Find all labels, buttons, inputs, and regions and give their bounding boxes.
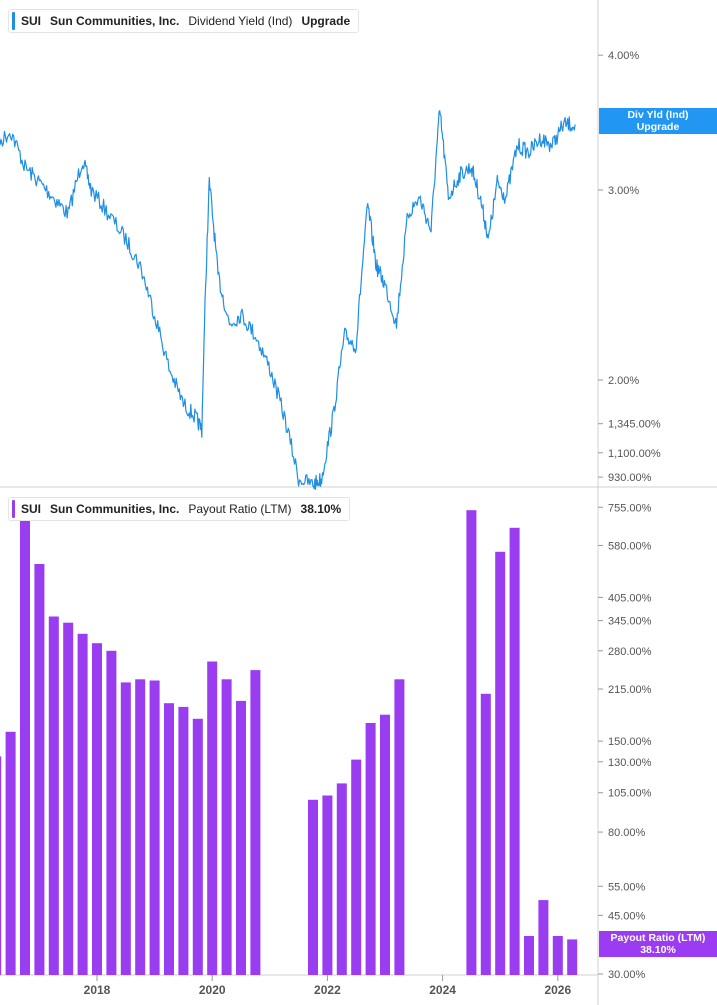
y-tick-label: 80.00%: [608, 827, 646, 839]
y-tick-label: 1,345.00%: [608, 419, 661, 431]
payout-ratio-bar: [149, 680, 160, 975]
payout-ratio-bar: [336, 783, 347, 975]
y-tick-label: 3.00%: [608, 185, 639, 197]
series-color-swatch: [12, 500, 15, 518]
payout-ratio-bar: [178, 706, 189, 975]
payout-ratio-bar: [63, 622, 74, 975]
legend-value: 38.10%: [300, 502, 342, 516]
payout-ratio-bar: [380, 714, 390, 975]
payout-ratio-bar: [192, 718, 203, 975]
y-tick-label: 580.00%: [608, 540, 652, 552]
y-tick-label: 45.00%: [608, 910, 646, 922]
x-tick-label: 2024: [429, 983, 456, 997]
y-tick-label: 130.00%: [608, 757, 652, 769]
y-tick-label: 30.00%: [608, 969, 646, 981]
dividend-yield-line: [0, 110, 576, 490]
payout-ratio-bar: [207, 661, 218, 975]
payout-ratio-bar: [120, 682, 131, 975]
y-tick-label: 4.00%: [608, 50, 639, 62]
payout-ratio-bar: [538, 900, 549, 975]
legend-value[interactable]: Upgrade: [301, 14, 351, 28]
y-tick-label: 755.00%: [608, 502, 652, 514]
payout-ratio-bar: [394, 679, 405, 975]
tag-label: Payout Ratio (LTM): [610, 932, 706, 944]
payout-ratio-bar: [34, 564, 45, 975]
payout-ratio-bar: [308, 799, 318, 975]
payout-ratio-bar: [509, 527, 520, 975]
payout-ratio-bar: [236, 700, 246, 975]
y-tick-label: 215.00%: [608, 684, 652, 696]
payout-ratio-bar: [552, 936, 563, 975]
payout-ratio-bar: [351, 759, 362, 975]
y-tick-label: 105.00%: [608, 788, 652, 800]
payout-ratio-bar: [20, 512, 30, 975]
payout-ratio-bar: [250, 670, 261, 975]
series-color-swatch: [12, 12, 15, 30]
payout-ratio-bar: [77, 633, 88, 975]
y-tick-label: 345.00%: [608, 616, 652, 628]
legend-ticker: SUI: [21, 14, 42, 28]
x-tick-label: 2020: [199, 983, 226, 997]
payout-ratio-bar: [480, 693, 491, 975]
payout-ratio-bar: [322, 795, 333, 975]
y-tick-label: 55.00%: [608, 881, 646, 893]
payout-ratio-bar: [524, 936, 534, 975]
payout-ratio-bar: [221, 679, 232, 975]
payout-ratio-bar: [567, 939, 578, 975]
legend-metric: Payout Ratio (LTM): [188, 502, 292, 516]
y-tick-label: 405.00%: [608, 592, 652, 604]
tag-label: Div Yld (Ind): [627, 109, 689, 121]
legend-company: Sun Communities, Inc.: [50, 14, 180, 28]
x-tick-label: 2026: [544, 983, 571, 997]
legend-ticker: SUI: [21, 502, 42, 516]
payout-ratio-bar: [466, 510, 477, 975]
tag-value: Upgrade: [636, 121, 680, 133]
dividend-yield-value-tag[interactable]: Div Yld (Ind) Upgrade: [599, 108, 717, 134]
payout-ratio-bar: [365, 723, 376, 975]
payout-ratio-bar: [5, 731, 16, 975]
payout-ratio-bar: [0, 756, 2, 975]
y-tick-label: 2.00%: [608, 375, 639, 387]
payout-ratio-bar: [92, 643, 102, 975]
payout-ratio-value-tag: Payout Ratio (LTM) 38.10%: [599, 931, 717, 957]
payout-ratio-bar: [495, 551, 506, 975]
payout-ratio-legend[interactable]: SUI Sun Communities, Inc. Payout Ratio (…: [8, 497, 351, 521]
x-tick-label: 2018: [84, 983, 111, 997]
dividend-yield-legend[interactable]: SUI Sun Communities, Inc. Dividend Yield…: [8, 9, 360, 33]
payout-ratio-bar: [164, 703, 174, 975]
tag-value: 38.10%: [640, 944, 676, 956]
y-tick-label: 280.00%: [608, 646, 652, 658]
payout-ratio-bar: [106, 650, 117, 975]
y-tick-label: 930.00%: [608, 472, 652, 484]
legend-company: Sun Communities, Inc.: [50, 502, 180, 516]
payout-ratio-bar: [48, 616, 59, 975]
x-tick-label: 2022: [314, 983, 341, 997]
payout-ratio-bar: [135, 679, 146, 975]
y-tick-label: 1,100.00%: [608, 448, 661, 460]
y-tick-label: 150.00%: [608, 736, 652, 748]
legend-metric: Dividend Yield (Ind): [188, 14, 293, 28]
